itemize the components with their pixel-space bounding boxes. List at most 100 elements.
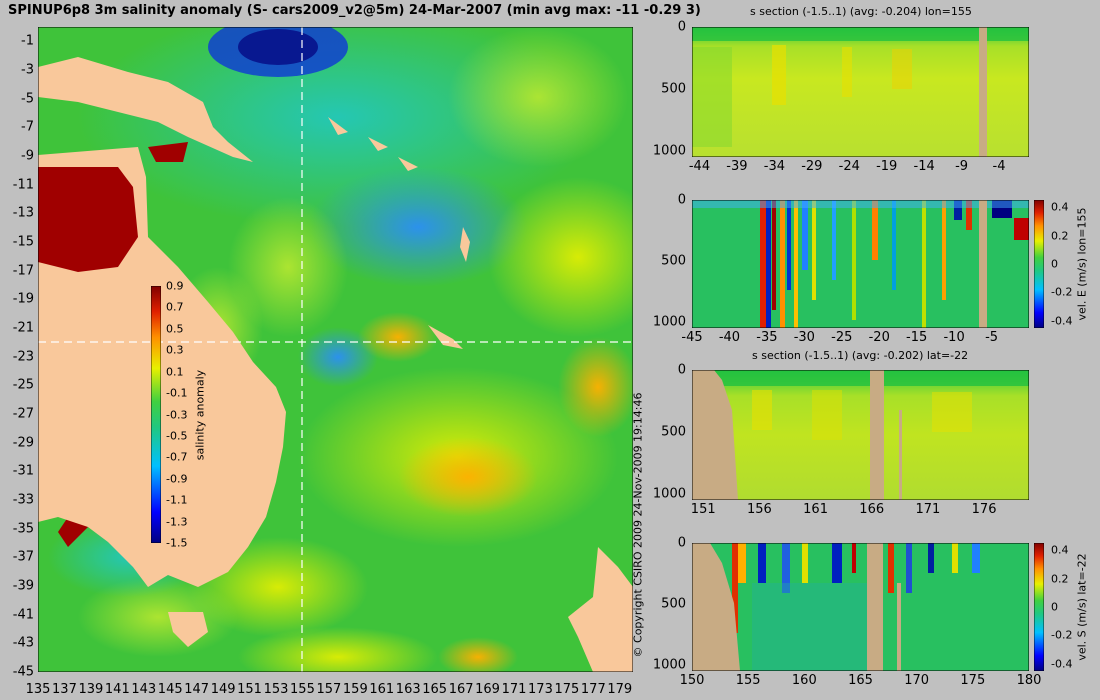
map-colorbar-tick: 0.9	[166, 279, 184, 293]
map-y-tick: -29	[12, 435, 34, 451]
land-new-zealand	[568, 547, 633, 672]
map-x-tick: 163	[395, 682, 421, 697]
map-x-tick: 153	[263, 682, 289, 697]
panel4-colorbar-tick: 0	[1051, 600, 1058, 614]
map-y-tick: -1	[21, 33, 34, 49]
panel2-x-tick: -45	[681, 330, 703, 345]
panel4-x-tick: 165	[848, 673, 873, 688]
vel-s-colorbar	[1034, 543, 1044, 671]
map-x-tick: 159	[342, 682, 368, 697]
map-x-tick: 175	[554, 682, 580, 697]
panel1-y-tick: 1000	[652, 143, 686, 159]
panel4-land-shelf	[692, 543, 740, 671]
panel2-land	[979, 200, 987, 328]
map-colorbar-tick: -0.1	[166, 386, 188, 400]
panel1-x-tick: -24	[838, 159, 860, 174]
panel2-y-tick: 1000	[652, 314, 686, 330]
map-x-tick: 165	[422, 682, 448, 697]
map-x-tick: 147	[184, 682, 210, 697]
map-colorbar-tick: -0.7	[166, 450, 188, 464]
panel3-y-tick: 0	[677, 362, 686, 378]
map-x-tick: 155	[290, 682, 315, 697]
panel1-x-tick: -4	[992, 159, 1006, 174]
panel2-colorbar-tick: -0.4	[1051, 314, 1073, 328]
map-colorbar-tick: -1.5	[166, 536, 188, 550]
panel1-x-tick: -14	[913, 159, 935, 174]
panel4-y-tick: 500	[661, 596, 686, 612]
panel2-colorbar-tick: 0.4	[1051, 200, 1069, 214]
panel2-x-tick: -5	[985, 330, 999, 345]
land-new-caledonia	[428, 325, 463, 349]
panel2-x-tick: -30	[793, 330, 815, 345]
panel2-x-tick: -20	[868, 330, 890, 345]
panel2-x-tick: -35	[756, 330, 778, 345]
panel4-x-tick: 150	[679, 673, 705, 688]
s-section-lon-plot	[692, 27, 1029, 157]
map-colorbar	[151, 286, 161, 543]
map-y-tick: -37	[12, 549, 34, 565]
map-colorbar-tick: -0.9	[166, 472, 188, 486]
map-x-tick: 173	[528, 682, 553, 697]
panel3-land-ridge	[870, 370, 884, 500]
panel1-title: s section (-1.5..1) (avg: -0.204) lon=15…	[750, 5, 972, 18]
map-y-tick: -13	[12, 205, 34, 221]
panel3-x-tick: 156	[746, 502, 772, 517]
map-colorbar-tick: 0.5	[166, 322, 184, 336]
panel3-y-tick: 500	[661, 424, 686, 440]
map-x-tick: 141	[104, 682, 130, 697]
map-y-tick: -3	[21, 62, 34, 78]
panel1-x-tick: -34	[763, 159, 785, 174]
map-y-tick: -35	[12, 521, 34, 537]
panel4-x-tick: 170	[904, 673, 930, 688]
panel4-y-tick: 0	[677, 535, 686, 551]
map-x-tick: 157	[316, 682, 342, 697]
map-y-tick: -7	[21, 119, 34, 135]
map-y-tick: -43	[12, 635, 34, 651]
panel4-x-tick: 180	[1016, 673, 1042, 688]
panel1-x-tick: -29	[801, 159, 823, 174]
figure-title: SPINUP6p8 3m salinity anomaly (S- cars20…	[8, 3, 701, 18]
map-colorbar-tick: -0.5	[166, 429, 188, 443]
panel3-land-shelf	[692, 370, 738, 500]
panel4-x-tick: 175	[960, 673, 986, 688]
vel-s-stripes	[732, 543, 980, 671]
map-y-tick: -19	[12, 291, 34, 307]
map-y-tick: -41	[12, 607, 34, 623]
map-colorbar-tick: 0.7	[166, 300, 184, 314]
map-x-tick: 145	[157, 682, 183, 697]
panel1-y-tick: 500	[661, 81, 686, 97]
map-colorbar-tick: 0.1	[166, 365, 184, 379]
map-y-tick: -17	[12, 263, 34, 279]
map-colorbar-tick: 0.3	[166, 343, 184, 357]
vel-e-stripes	[692, 200, 1029, 328]
map-y-tick: -25	[12, 377, 34, 393]
map-colorbar-tick: -1.3	[166, 515, 188, 529]
panel1-land	[979, 27, 987, 157]
map-x-tick: 143	[131, 682, 157, 697]
panel2-colorbar-tick: -0.2	[1051, 285, 1073, 299]
map-y-tick: -23	[12, 349, 34, 365]
map-y-tick: -21	[12, 320, 34, 336]
panel4-y-tick: 1000	[652, 657, 686, 673]
map-colorbar-tick: -0.3	[166, 408, 188, 421]
map-colorbar-label: salinity anomaly	[193, 369, 207, 461]
panel2-y-tick: 500	[661, 253, 686, 269]
map-y-tick: -31	[12, 463, 34, 479]
panel2-colorbar-tick: 0	[1051, 257, 1058, 271]
salinity-map	[38, 27, 633, 672]
map-y-tick: -27	[12, 406, 34, 422]
map-x-tick: 171	[501, 682, 527, 697]
map-x-tick: 139	[78, 682, 104, 697]
map-x-tick: 169	[475, 682, 500, 697]
panel3-x-tick: 176	[971, 502, 997, 517]
map-y-tick: -15	[12, 234, 34, 250]
map-x-tick: 135	[25, 682, 51, 697]
map-x-tick: 177	[580, 682, 606, 697]
map-x-tick: 137	[52, 682, 77, 697]
panel2-y-tick: 0	[677, 192, 686, 208]
land-new-guinea	[38, 57, 253, 162]
map-x-tick: 161	[369, 682, 395, 697]
map-y-tick: -33	[12, 492, 34, 508]
panel1-y-tick: 0	[677, 19, 686, 35]
vel-s-section-plot	[692, 543, 1029, 671]
